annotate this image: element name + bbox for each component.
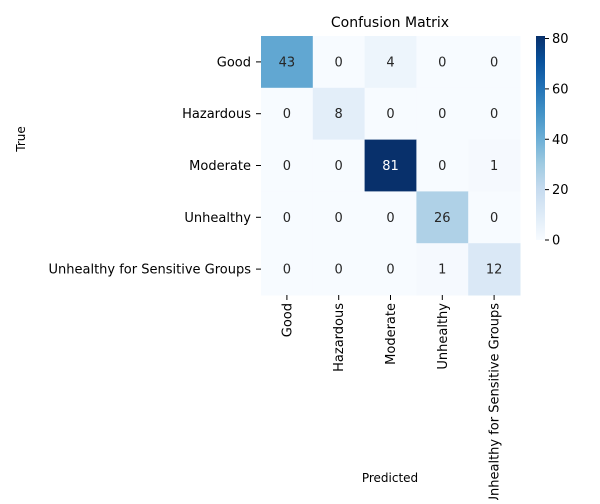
heatmap-cell [261, 87, 314, 141]
cell-value-label: 8 [335, 107, 343, 122]
heatmap-cell [312, 36, 366, 89]
chart-title: Confusion Matrix [331, 15, 449, 31]
colorbar-tick-label: 40 [552, 133, 569, 148]
y-tick-label: Unhealthy for Sensitive Groups [49, 263, 252, 278]
heatmap-cell [261, 243, 314, 296]
heatmap-cell [468, 191, 521, 244]
x-axis: Good Hazardous Moderate Unhealthy Unhealthy … [280, 295, 503, 504]
heatmap-cells [261, 36, 521, 296]
colorbar-tick-label: 0 [552, 234, 560, 249]
heatmap-cell [468, 87, 521, 141]
cell-value-label: 0 [490, 211, 498, 226]
heatmap-cell [312, 191, 366, 244]
x-tick-label: Hazardous [332, 303, 347, 372]
cell-value-label: 0 [283, 263, 291, 278]
heatmap-cell [364, 87, 417, 141]
heatmap-cell-labels: 43 0 4 0 0 0 8 0 0 0 0 0 81 0 1 0 0 0 26 0 0 0 0 1 12 [279, 55, 503, 277]
colorbar: 0 20 40 60 80 [536, 32, 569, 249]
heatmap-cell [261, 191, 314, 244]
cell-value-label: 0 [386, 263, 394, 278]
heatmap-cell [364, 139, 417, 192]
cell-value-label: 0 [283, 159, 291, 174]
cell-value-label: 0 [335, 55, 343, 70]
heatmap-cell [312, 139, 366, 192]
y-tick-label: Hazardous [182, 107, 251, 122]
heatmap-cell [468, 243, 521, 296]
cell-value-label: 1 [490, 159, 498, 174]
heatmap-cell [468, 36, 521, 89]
cell-value-label: 0 [283, 107, 291, 122]
heatmap-cell [416, 139, 469, 192]
colorbar-gradient [536, 36, 545, 240]
y-tick-label: Unhealthy [184, 211, 251, 226]
y-tick-label: Good [217, 55, 251, 70]
heatmap-cell [364, 36, 417, 89]
heatmap-cell [261, 36, 314, 89]
heatmap-cell [364, 191, 417, 244]
y-axis-label: True [14, 126, 28, 153]
heatmap-cell [416, 191, 469, 244]
cell-value-label: 0 [335, 263, 343, 278]
cell-value-label: 0 [335, 159, 343, 174]
heatmap-cell [416, 243, 469, 296]
cell-value-label: 0 [386, 107, 394, 122]
heatmap-cell [416, 36, 469, 89]
cell-value-label: 0 [490, 55, 498, 70]
x-tick-label: Moderate [384, 303, 399, 365]
cell-value-label: 81 [382, 159, 399, 174]
cell-value-label: 26 [434, 211, 451, 226]
x-axis-label: Predicted [362, 471, 418, 485]
cell-value-label: 4 [386, 55, 394, 70]
heatmap-cell [416, 87, 469, 141]
cell-value-label: 43 [279, 55, 296, 70]
y-tick-label: Moderate [189, 159, 251, 174]
cell-value-label: 0 [490, 107, 498, 122]
cell-value-label: 0 [283, 211, 291, 226]
cell-value-label: 12 [486, 263, 503, 278]
x-tick-label: Unhealthy [436, 303, 451, 370]
heatmap-cell [312, 87, 366, 141]
x-tick-label: Good [280, 303, 295, 337]
cell-value-label: 1 [438, 263, 446, 278]
heatmap-cell [364, 243, 417, 296]
y-axis: Good Hazardous Moderate Unhealthy Unhealthy … [49, 55, 261, 278]
cell-value-label: 0 [438, 107, 446, 122]
cell-value-label: 0 [438, 159, 446, 174]
colorbar-tick-label: 60 [552, 82, 569, 97]
heatmap-cell [261, 139, 314, 192]
colorbar-tick-label: 80 [552, 32, 569, 47]
x-tick-label: Unhealthy for Sensitive Groups [488, 303, 503, 500]
cell-value-label: 0 [335, 211, 343, 226]
heatmap-cell [312, 243, 366, 296]
colorbar-tick-label: 20 [552, 183, 569, 198]
cell-value-label: 0 [438, 55, 446, 70]
cell-value-label: 0 [386, 211, 394, 226]
heatmap-cell [468, 139, 521, 192]
